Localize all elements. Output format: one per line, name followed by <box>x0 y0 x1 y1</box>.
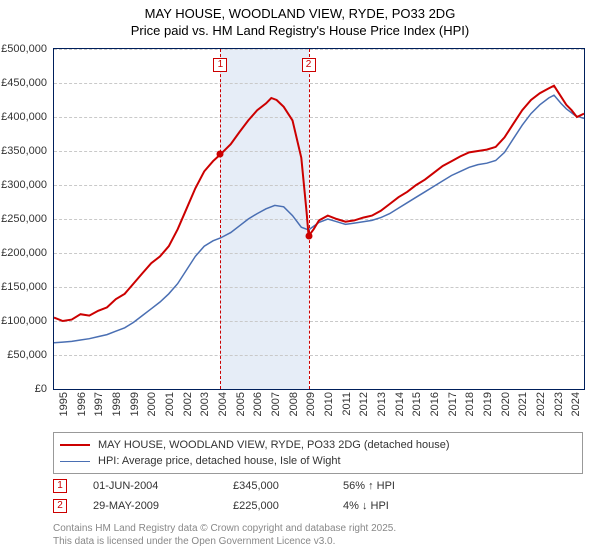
x-axis-label: 2013 <box>376 392 388 416</box>
x-axis-label: 2000 <box>146 392 158 416</box>
x-axis-label: 1996 <box>76 392 88 416</box>
footer-line2: This data is licensed under the Open Gov… <box>53 535 396 548</box>
legend-label-subject: MAY HOUSE, WOODLAND VIEW, RYDE, PO33 2DG… <box>98 439 450 451</box>
x-axis-label: 2014 <box>394 392 406 416</box>
y-axis-label: £300,000 <box>0 179 47 191</box>
x-axis-label: 2007 <box>270 392 282 416</box>
y-axis-label: £0 <box>0 383 47 395</box>
transaction-marker-1: 1 <box>53 479 67 493</box>
x-axis-label: 2010 <box>323 392 335 416</box>
table-row: 1 01-JUN-2004 £345,000 56% ↑ HPI <box>53 476 583 496</box>
x-axis-label: 2017 <box>447 392 459 416</box>
transactions-table: 1 01-JUN-2004 £345,000 56% ↑ HPI 2 29-MA… <box>53 476 583 516</box>
y-axis-label: £50,000 <box>0 349 47 361</box>
legend-item-hpi: HPI: Average price, detached house, Isle… <box>60 453 576 469</box>
transaction-marker-2: 2 <box>53 499 67 513</box>
x-axis-label: 2006 <box>252 392 264 416</box>
x-axis-label: 2015 <box>411 392 423 416</box>
transaction-price: £225,000 <box>233 500 343 512</box>
transaction-date: 01-JUN-2004 <box>93 480 233 492</box>
y-axis-label: £350,000 <box>0 145 47 157</box>
y-axis-label: £100,000 <box>0 315 47 327</box>
x-axis-label: 1995 <box>58 392 70 416</box>
attribution-footer: Contains HM Land Registry data © Crown c… <box>53 522 396 548</box>
legend-label-hpi: HPI: Average price, detached house, Isle… <box>98 455 341 467</box>
x-axis-label: 2003 <box>199 392 211 416</box>
x-axis-label: 2018 <box>464 392 476 416</box>
x-axis-label: 2024 <box>570 392 582 416</box>
transaction-price: £345,000 <box>233 480 343 492</box>
y-axis-label: £250,000 <box>0 213 47 225</box>
chart-title: MAY HOUSE, WOODLAND VIEW, RYDE, PO33 2DG… <box>0 0 600 40</box>
transaction-date: 29-MAY-2009 <box>93 500 233 512</box>
transaction-delta: 56% ↑ HPI <box>343 480 453 492</box>
y-axis-label: £150,000 <box>0 281 47 293</box>
x-axis-label: 2011 <box>341 392 353 416</box>
transaction-delta: 4% ↓ HPI <box>343 500 453 512</box>
table-row: 2 29-MAY-2009 £225,000 4% ↓ HPI <box>53 496 583 516</box>
title-line2: Price paid vs. HM Land Registry's House … <box>0 23 600 40</box>
x-axis-label: 2023 <box>553 392 565 416</box>
x-axis-label: 1999 <box>129 392 141 416</box>
x-axis-label: 2005 <box>235 392 247 416</box>
x-axis-label: 2009 <box>305 392 317 416</box>
x-axis-label: 2019 <box>482 392 494 416</box>
x-axis-label: 2022 <box>535 392 547 416</box>
footer-line1: Contains HM Land Registry data © Crown c… <box>53 522 396 535</box>
legend-swatch-hpi <box>60 461 90 462</box>
title-line1: MAY HOUSE, WOODLAND VIEW, RYDE, PO33 2DG <box>0 6 600 23</box>
x-axis-label: 2016 <box>429 392 441 416</box>
x-axis-label: 2012 <box>358 392 370 416</box>
chart-plot-area <box>53 48 585 390</box>
y-axis-label: £500,000 <box>0 43 47 55</box>
legend-swatch-subject <box>60 444 90 446</box>
x-axis-label: 2020 <box>500 392 512 416</box>
x-axis-label: 1997 <box>93 392 105 416</box>
x-axis-label: 1998 <box>111 392 123 416</box>
legend: MAY HOUSE, WOODLAND VIEW, RYDE, PO33 2DG… <box>53 432 583 474</box>
y-axis-label: £200,000 <box>0 247 47 259</box>
x-axis-label: 2004 <box>217 392 229 416</box>
x-axis-label: 2002 <box>182 392 194 416</box>
y-axis-label: £400,000 <box>0 111 47 123</box>
legend-item-subject: MAY HOUSE, WOODLAND VIEW, RYDE, PO33 2DG… <box>60 437 576 453</box>
y-axis-label: £450,000 <box>0 77 47 89</box>
x-axis-label: 2021 <box>517 392 529 416</box>
x-axis-label: 2008 <box>288 392 300 416</box>
x-axis-label: 2001 <box>164 392 176 416</box>
